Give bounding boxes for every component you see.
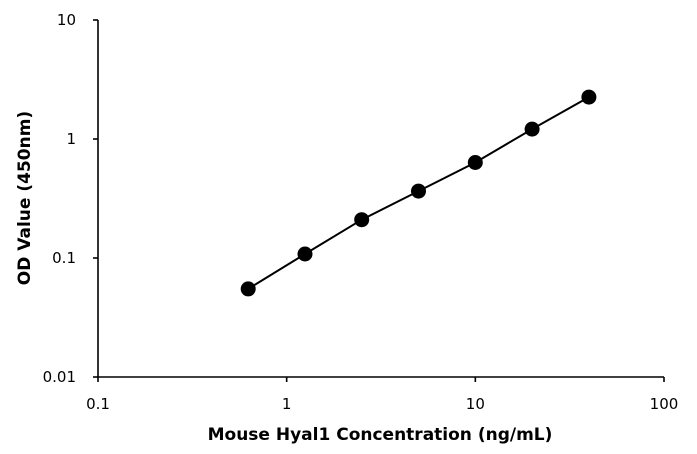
y-tick-label: 0.1 [52, 249, 76, 267]
plot-area: 0.1 1 10 100 0.01 0.1 1 10 [43, 11, 679, 413]
x-tick-label: 100 [650, 395, 679, 413]
y-tick-label: 1 [66, 130, 76, 148]
x-tick-label: 10 [466, 395, 485, 413]
data-point [467, 155, 483, 170]
data-point [581, 89, 597, 105]
y-tick-label: 0.01 [43, 368, 76, 386]
data-point [240, 281, 256, 297]
x-tick-label: 1 [282, 395, 292, 413]
x-tick-label: 0.1 [86, 395, 110, 413]
data-point [297, 246, 313, 262]
y-tick-label: 10 [57, 11, 76, 29]
data-point [524, 121, 540, 137]
y-axis-title: OD Value (450nm) [15, 111, 35, 285]
x-axis-title: Mouse Hyal1 Concentration (ng/mL) [208, 425, 553, 445]
data-point [354, 212, 370, 228]
data-point [411, 183, 426, 199]
